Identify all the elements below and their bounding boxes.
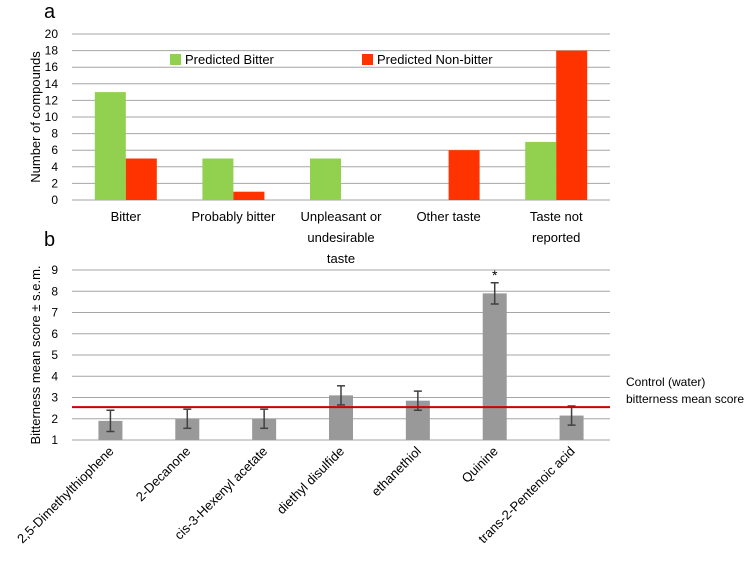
y-tick-label: 20 <box>45 27 59 41</box>
significance-marker: * <box>492 267 498 283</box>
y-tick-label: 2 <box>51 412 58 426</box>
y-tick-label: 8 <box>51 284 58 298</box>
reference-line-label: Control (water) <box>626 375 705 389</box>
x-category-label: 2,5-Dimethylthiophene <box>14 444 117 547</box>
legend-swatch <box>362 54 373 65</box>
legend-label: Predicted Bitter <box>185 52 275 67</box>
x-category-label: Probably bitter <box>191 209 275 224</box>
reference-line-label: bitterness mean score <box>626 392 744 406</box>
panel-b: b 1 2 3 4 5 6 7 8 9 Bitterness mean score ± s.e.m… <box>14 229 744 546</box>
bar <box>482 293 507 440</box>
bar-predicted-bitter <box>202 158 234 200</box>
bar-predicted-bitter <box>310 158 341 200</box>
y-tick-label: 0 <box>51 193 58 207</box>
y-tick-label: 1 <box>51 433 58 447</box>
y-tick-label: 16 <box>45 60 59 74</box>
y-tick-label: 12 <box>45 93 59 107</box>
y-tick-label: 10 <box>45 110 59 124</box>
bar-predicted-nonbitter <box>556 50 588 200</box>
bar-predicted-nonbitter <box>125 158 157 200</box>
bar-predicted-nonbitter <box>233 191 265 200</box>
y-tick-label: 6 <box>51 327 58 341</box>
y-tick-label: 2 <box>51 176 58 190</box>
legend-swatch <box>170 54 181 65</box>
y-tick-label: 4 <box>51 160 58 174</box>
legend-label: Predicted Non-bitter <box>377 52 493 67</box>
panel-a-label: a <box>44 1 56 23</box>
y-tick-label: 3 <box>51 391 58 405</box>
y-tick-label: 6 <box>51 143 58 157</box>
y-tick-label: 7 <box>51 306 58 320</box>
y-tick-label: 9 <box>51 263 58 277</box>
x-category-label: 2-Decanone <box>133 444 194 505</box>
bar-predicted-bitter <box>94 92 126 200</box>
y-axis-title: Number of compounds <box>28 51 43 183</box>
x-category-label: taste <box>327 251 355 266</box>
x-category-label: Bitter <box>111 209 142 224</box>
x-category-label: diethyl disulfide <box>274 444 347 517</box>
x-category-label: ethanethiol <box>368 443 424 499</box>
x-category-label: Quinine <box>459 444 501 486</box>
bar-predicted-bitter <box>525 141 557 200</box>
bar-predicted-nonbitter <box>448 150 480 200</box>
y-tick-label: 8 <box>51 127 58 141</box>
y-axis-title: Bitterness mean score ± s.e.m. <box>28 265 43 444</box>
y-tick-label: 5 <box>51 348 58 362</box>
y-tick-label: 4 <box>51 369 58 383</box>
bar <box>252 418 277 440</box>
x-category-label: Unpleasant or <box>301 209 383 224</box>
x-category-label: reported <box>532 230 580 245</box>
x-category-label: Taste not <box>530 209 583 224</box>
x-category-label: undesirable <box>307 230 374 245</box>
y-tick-label: 14 <box>45 77 59 91</box>
x-category-label: Other taste <box>416 209 480 224</box>
panel-b-label: b <box>44 229 55 251</box>
y-tick-label: 18 <box>45 44 59 58</box>
bar <box>175 418 200 440</box>
